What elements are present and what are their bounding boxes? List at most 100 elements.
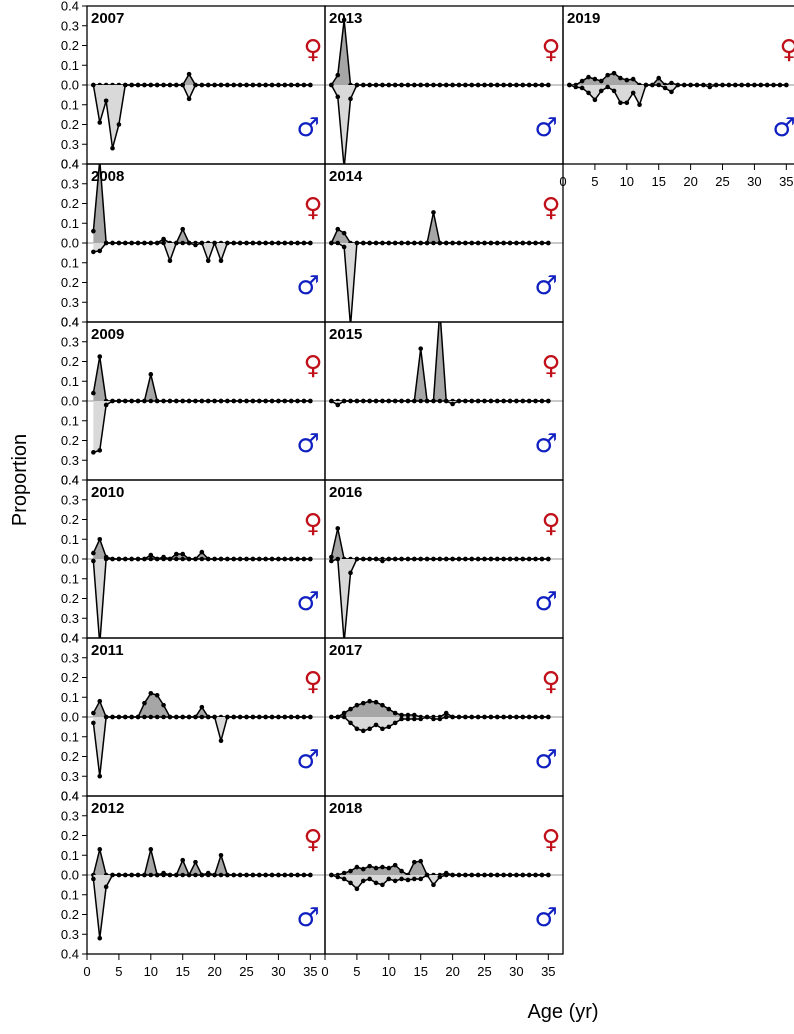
male-point	[405, 398, 411, 404]
male-symbol-icon: ♂	[534, 113, 557, 143]
male-point	[360, 556, 366, 562]
female-point	[443, 710, 449, 716]
male-point	[256, 82, 262, 88]
male-point	[450, 401, 455, 407]
male-point	[367, 240, 372, 246]
male-point	[129, 398, 134, 404]
female-point	[341, 870, 347, 876]
year-label: 2019	[567, 10, 600, 27]
male-point	[546, 82, 551, 88]
female-point	[630, 76, 636, 82]
female-point	[148, 372, 154, 377]
male-point	[424, 556, 430, 562]
male-point	[142, 556, 147, 562]
male-point	[399, 556, 404, 562]
male-point	[167, 872, 173, 878]
male-point	[392, 556, 398, 562]
y-tick-label: 0.4	[61, 789, 79, 804]
male-point	[161, 714, 166, 720]
y-tick-label: 0.1	[61, 729, 79, 744]
male-point	[174, 240, 179, 246]
x-tick-label: 25	[239, 964, 253, 979]
male-point	[329, 714, 334, 720]
male-point	[186, 556, 192, 562]
female-symbol-icon: ♀	[303, 509, 322, 539]
male-point	[103, 556, 109, 562]
male-point	[244, 240, 249, 246]
male-point	[91, 249, 96, 255]
male-point	[367, 876, 372, 882]
y-tick-label: 0.4	[61, 315, 79, 330]
x-tick-label: 25	[477, 964, 491, 979]
year-label: 2018	[329, 800, 362, 817]
y-tick-label: 0.1	[61, 255, 79, 270]
male-point	[771, 82, 776, 88]
male-point	[193, 714, 198, 720]
male-point	[186, 872, 192, 878]
y-tick-label: 0.1	[61, 413, 79, 428]
male-point	[244, 872, 249, 878]
male-point	[514, 556, 519, 562]
y-tick-label: 0.1	[61, 690, 79, 705]
male-point	[520, 714, 526, 720]
male-point	[392, 82, 398, 88]
female-point	[142, 700, 147, 706]
panel-2018: 2018 ♀ ♂ 0 5 10 15 20 25 30 35	[321, 795, 564, 979]
plot-area	[91, 536, 313, 638]
male-point	[463, 240, 468, 246]
male-point	[97, 448, 103, 453]
male-point	[335, 714, 341, 720]
male-point	[424, 714, 430, 720]
male-point	[482, 398, 487, 404]
male-point	[225, 556, 230, 562]
male-point	[437, 556, 443, 562]
female-area	[331, 528, 549, 559]
male-point	[662, 85, 668, 91]
male-symbol-icon: ♂	[534, 903, 557, 933]
male-point	[341, 244, 347, 250]
male-point	[469, 82, 475, 88]
y-tick-label: 0.4	[61, 157, 79, 172]
male-point	[263, 872, 268, 878]
male-point	[469, 872, 475, 878]
male-line	[92, 716, 311, 777]
male-point	[681, 82, 687, 88]
male-point	[418, 556, 424, 562]
panel-2011: 2011 ♀ ♂ 0.4 0.3 0.2 0.1 0.0 0.1 0.2 0.3 0.4	[61, 631, 326, 804]
y-tick-label: 0.2	[61, 591, 79, 606]
y-tick-label: 0.1	[61, 58, 79, 73]
male-point	[463, 82, 468, 88]
x-tick-label: 0	[83, 964, 90, 979]
male-point	[161, 398, 166, 404]
male-point	[154, 398, 160, 404]
male-point	[752, 82, 757, 88]
male-symbol-icon: ♂	[296, 271, 319, 301]
male-point	[103, 98, 109, 104]
female-point	[354, 702, 360, 708]
male-area	[93, 717, 311, 777]
male-point	[688, 82, 693, 88]
male-point	[295, 240, 300, 246]
y-tick-label: 0.1	[61, 374, 79, 389]
female-point	[412, 712, 417, 718]
male-point	[488, 714, 494, 720]
male-point	[329, 398, 334, 404]
male-point	[103, 240, 109, 246]
x-tick-label: 35	[303, 964, 317, 979]
x-tick-label: 10	[620, 174, 634, 189]
male-point	[469, 714, 475, 720]
male-point	[288, 556, 294, 562]
y-tick-label: 0.1	[61, 571, 79, 586]
male-point	[250, 240, 256, 246]
male-point	[161, 82, 166, 88]
male-point	[174, 714, 179, 720]
male-point	[526, 556, 532, 562]
y-tick-label: 0.3	[61, 650, 79, 665]
male-symbol-icon: ♂	[296, 903, 319, 933]
male-point	[431, 398, 436, 404]
male-line	[92, 558, 311, 638]
year-label: 2010	[91, 484, 124, 501]
male-point	[526, 82, 532, 88]
plot-area	[329, 210, 551, 322]
plot-area	[91, 847, 313, 941]
